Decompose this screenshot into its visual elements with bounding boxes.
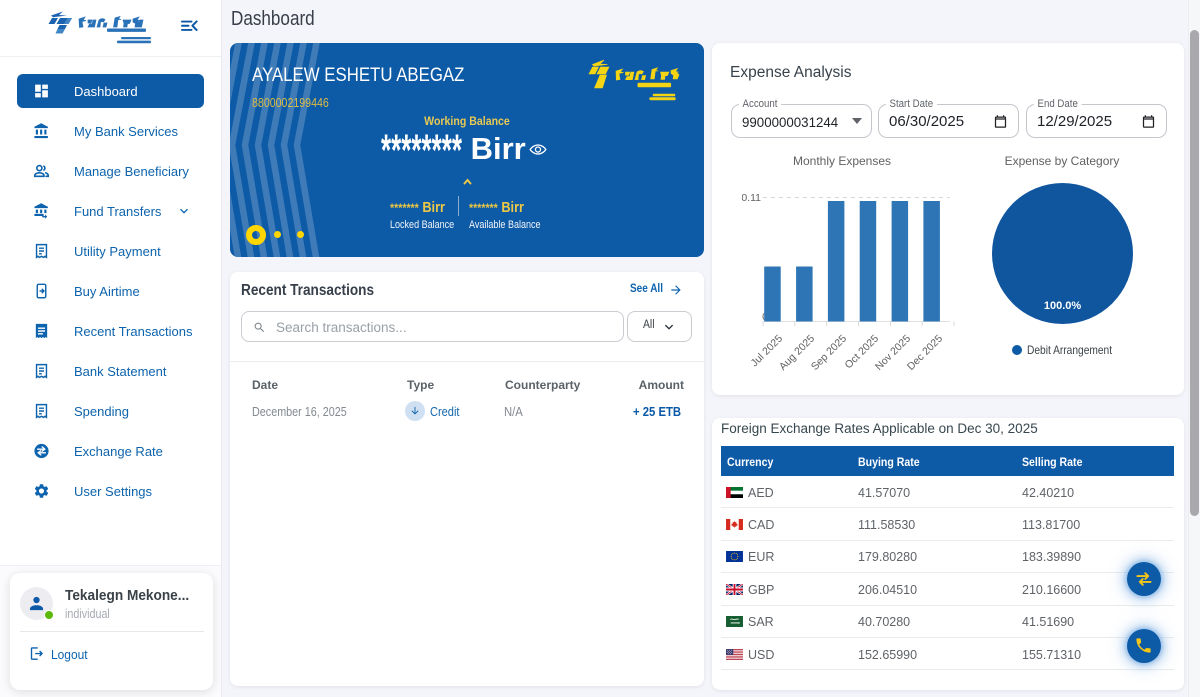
svg-text:Sep 2025: Sep 2025	[809, 333, 849, 373]
svg-text:0.11: 0.11	[742, 192, 761, 204]
svg-text:Dec 2025: Dec 2025	[905, 333, 945, 373]
